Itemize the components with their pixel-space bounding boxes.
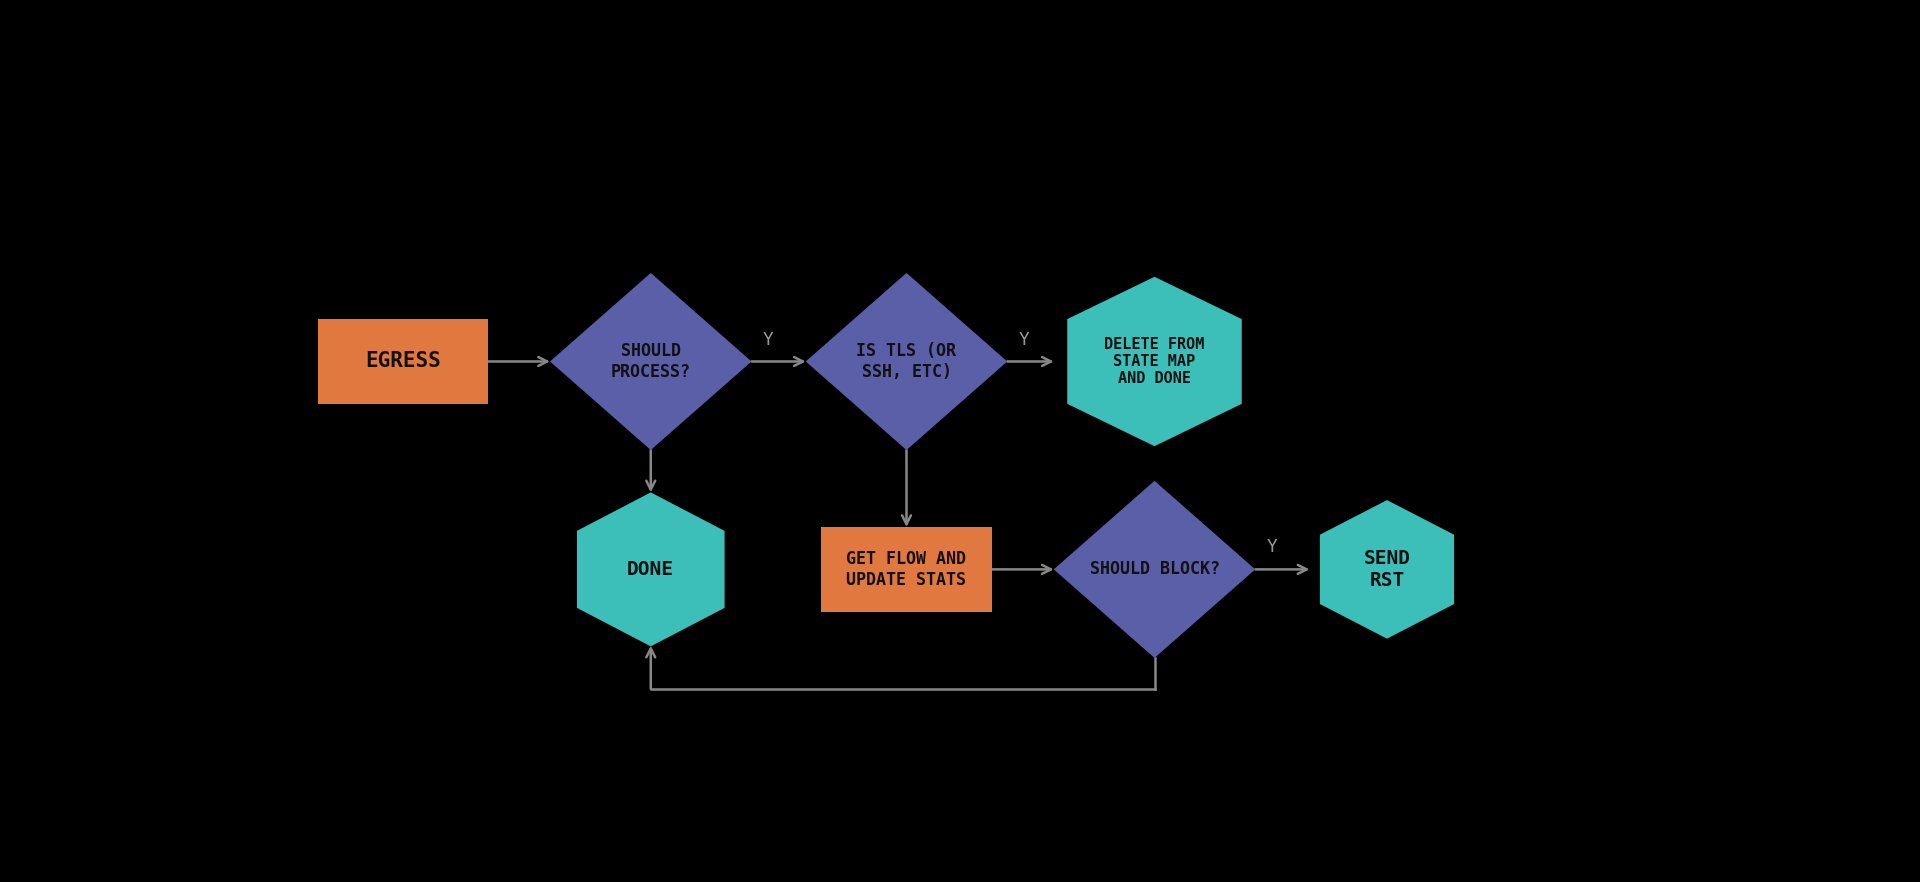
Text: GET FLOW AND
UPDATE STATS: GET FLOW AND UPDATE STATS — [847, 550, 966, 589]
Polygon shape — [1319, 500, 1453, 639]
Text: EGRESS: EGRESS — [365, 352, 440, 371]
Text: SEND
RST: SEND RST — [1363, 549, 1411, 590]
Polygon shape — [576, 492, 724, 647]
Polygon shape — [1054, 481, 1256, 658]
Text: SHOULD
PROCESS?: SHOULD PROCESS? — [611, 342, 691, 381]
Text: DONE: DONE — [628, 560, 674, 579]
Text: DELETE FROM
STATE MAP
AND DONE: DELETE FROM STATE MAP AND DONE — [1104, 337, 1204, 386]
Text: Y: Y — [1020, 331, 1029, 348]
FancyBboxPatch shape — [317, 319, 488, 404]
Text: IS TLS (OR
SSH, ETC): IS TLS (OR SSH, ETC) — [856, 342, 956, 381]
Polygon shape — [1068, 277, 1242, 446]
Polygon shape — [549, 273, 751, 450]
Text: Y: Y — [762, 331, 774, 348]
FancyBboxPatch shape — [822, 527, 993, 612]
Text: Y: Y — [1267, 538, 1277, 557]
Polygon shape — [806, 273, 1008, 450]
Text: SHOULD BLOCK?: SHOULD BLOCK? — [1089, 560, 1219, 579]
